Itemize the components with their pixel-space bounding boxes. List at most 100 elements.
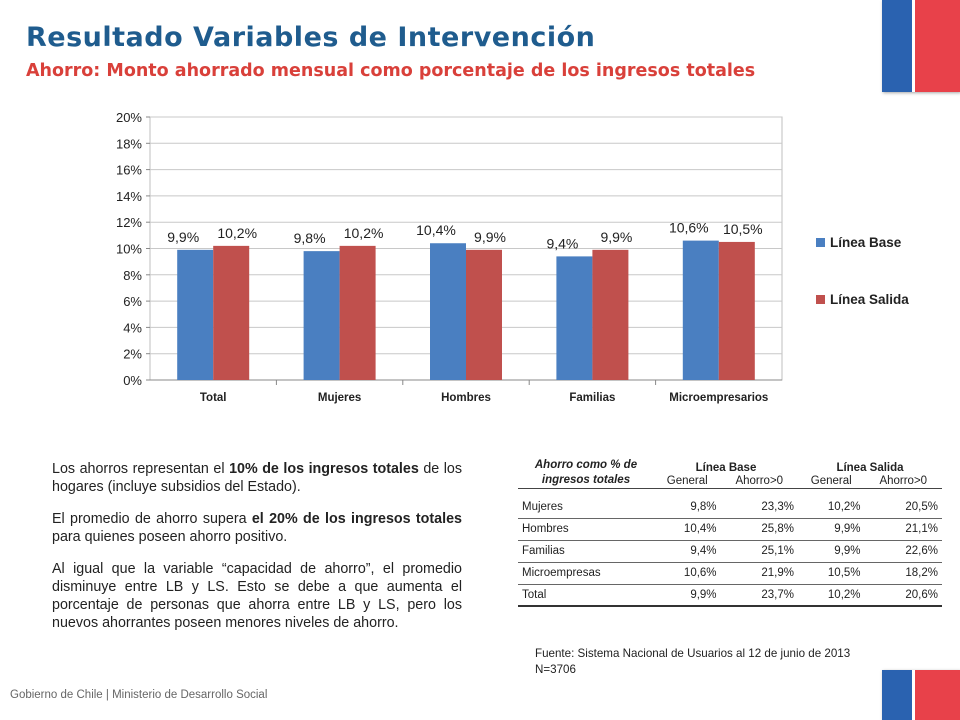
chile-flag-logo-footer xyxy=(882,670,960,720)
x-tick-label: Mujeres xyxy=(318,392,361,404)
table-cell: 18,2% xyxy=(864,562,942,585)
x-tick-label: Total xyxy=(200,392,227,404)
table-cell: 10,4% xyxy=(654,518,721,541)
y-tick-label: 6% xyxy=(123,294,142,309)
table-cell: 20,6% xyxy=(864,583,942,607)
x-tick-label: Hombres xyxy=(441,392,491,404)
legend-item-linea-salida: Línea Salida xyxy=(816,289,909,309)
table-row: Microempresas 10,6% 21,9% 10,5% 18,2% xyxy=(518,562,942,585)
table-cell: 9,9% xyxy=(797,540,865,563)
x-tick-label: Microempresarios xyxy=(669,392,768,404)
table-group-header-linea-base: Línea Base xyxy=(695,462,757,474)
y-tick-label: 18% xyxy=(116,136,142,151)
page-subtitle: Ahorro: Monto ahorrado mensual como porc… xyxy=(26,61,756,81)
sample-size: N=3706 xyxy=(535,663,576,676)
table-cell: 21,9% xyxy=(720,562,798,585)
table-row: Familias 9,4% 25,1% 9,9% 22,6% xyxy=(518,540,942,563)
data-label: 10,4% xyxy=(416,222,456,238)
description-text: Los ahorros representan el 10% de los in… xyxy=(52,460,462,646)
source-line: Fuente: Sistema Nacional de Usuarios al … xyxy=(535,647,851,660)
table-cell: 9,9% xyxy=(654,583,721,607)
savings-table: Ahorro como % de ingresos totales Línea … xyxy=(518,456,942,607)
description-text-part: para quienes poseen ahorro positivo. xyxy=(52,529,288,545)
data-label: 9,9% xyxy=(600,229,632,245)
description-highlight: 10% de los ingresos totales xyxy=(229,461,419,477)
description-text-part: de los hogares (incluye subsidios del Es… xyxy=(52,461,463,495)
table-cell: 10,2% xyxy=(797,583,865,607)
chile-flag-logo xyxy=(882,0,960,92)
table-cell: 10,2% xyxy=(797,496,865,519)
table-row-total: Total 9,9% 23,7% 10,2% 20,6% xyxy=(518,583,942,607)
table-row-label: Mujeres xyxy=(518,496,654,519)
bar-linea-base xyxy=(682,240,719,380)
data-label: 9,8% xyxy=(294,230,326,246)
data-label: 10,2% xyxy=(344,225,384,241)
table-row: Hombres 10,4% 25,8% 9,9% 21,1% xyxy=(518,518,942,541)
description-text-part: El promedio de ahorro supera xyxy=(52,511,252,527)
table-subheader: General xyxy=(654,474,721,489)
y-tick-label: 4% xyxy=(123,320,142,335)
data-label: 9,9% xyxy=(167,229,199,245)
legend-label-linea-salida: Línea Salida xyxy=(830,291,909,307)
table-subheader: Ahorro>0 xyxy=(864,474,942,489)
table-cell: 25,8% xyxy=(720,518,798,541)
table-cell: 10,6% xyxy=(654,562,721,585)
data-label: 10,6% xyxy=(669,220,709,236)
data-label: 10,5% xyxy=(723,221,763,237)
footer-text: Gobierno de Chile | Ministerio de Desarr… xyxy=(10,689,268,701)
y-tick-label: 10% xyxy=(116,242,142,257)
y-tick-label: 0% xyxy=(123,373,142,388)
bar-linea-base xyxy=(177,249,214,380)
y-tick-label: 2% xyxy=(123,347,142,362)
table-cell: 9,4% xyxy=(654,540,721,563)
legend-item-linea-base: Línea Base xyxy=(816,232,909,252)
description-text-part: Los ahorros representan el xyxy=(52,461,230,477)
y-tick-label: 14% xyxy=(116,189,142,204)
table-cell: 21,1% xyxy=(864,518,942,541)
bar-linea-base xyxy=(556,256,593,380)
bar-linea-salida xyxy=(339,245,376,380)
table-stub-header: Ahorro como % de ingresos totales xyxy=(518,456,654,489)
table-row-label: Hombres xyxy=(518,518,654,541)
bar-linea-base xyxy=(430,243,466,380)
y-tick-label: 16% xyxy=(116,163,142,178)
table-cell: 22,6% xyxy=(864,540,942,563)
source-note: Fuente: Sistema Nacional de Usuarios al … xyxy=(535,646,850,678)
data-label: 9,4% xyxy=(546,235,578,251)
legend-swatch-linea-salida xyxy=(816,294,825,304)
table-subheader: Ahorro>0 xyxy=(720,474,798,489)
description-paragraph-1: Los ahorros representan el 10% de los in… xyxy=(52,460,462,496)
bar-linea-salida xyxy=(466,249,502,380)
y-tick-label: 12% xyxy=(116,215,142,230)
table-cell: 9,8% xyxy=(654,496,721,519)
data-label: 9,9% xyxy=(474,229,506,245)
table-cell: 23,7% xyxy=(720,583,798,607)
bar-linea-base xyxy=(303,251,340,380)
table-cell: 10,5% xyxy=(797,562,865,585)
y-tick-label: 8% xyxy=(123,268,142,283)
table-row: Mujeres 9,8% 23,3% 10,2% 20,5% xyxy=(518,496,942,519)
data-label: 10,2% xyxy=(217,225,257,241)
table-cell: 20,5% xyxy=(864,496,942,519)
table-cell: 23,3% xyxy=(720,496,798,519)
bar-chart: 0% 2% 4% 6% 8% 10% 12% 14% 16% 18% 20% 9,9% 10,2% Tot… xyxy=(116,110,783,404)
y-tick-label: 20% xyxy=(116,110,142,125)
table-row-label: Microempresas xyxy=(518,562,654,585)
table-group-header-linea-salida: Línea Salida xyxy=(836,462,904,474)
description-paragraph-3: Al igual que la variable “capacidad de a… xyxy=(52,561,462,631)
bar-linea-salida xyxy=(213,245,250,380)
description-paragraph-2: El promedio de ahorro supera el 20% de l… xyxy=(52,510,462,546)
table-subheader: General xyxy=(797,474,865,489)
chart-legend: Línea Base Línea Salida xyxy=(816,232,909,346)
table-cell: 9,9% xyxy=(797,518,865,541)
bar-linea-salida xyxy=(592,249,629,380)
x-tick-label: Familias xyxy=(569,392,615,404)
legend-label-linea-base: Línea Base xyxy=(830,234,902,250)
table-row-label: Total xyxy=(518,583,654,607)
table-cell: 25,1% xyxy=(720,540,798,563)
bar-linea-salida xyxy=(718,241,755,380)
legend-swatch-linea-base xyxy=(816,237,825,247)
description-highlight: el 20% de los ingresos totales xyxy=(251,511,462,527)
table-row-label: Familias xyxy=(518,540,654,563)
page-title: Resultado Variables de Intervención xyxy=(26,22,596,53)
